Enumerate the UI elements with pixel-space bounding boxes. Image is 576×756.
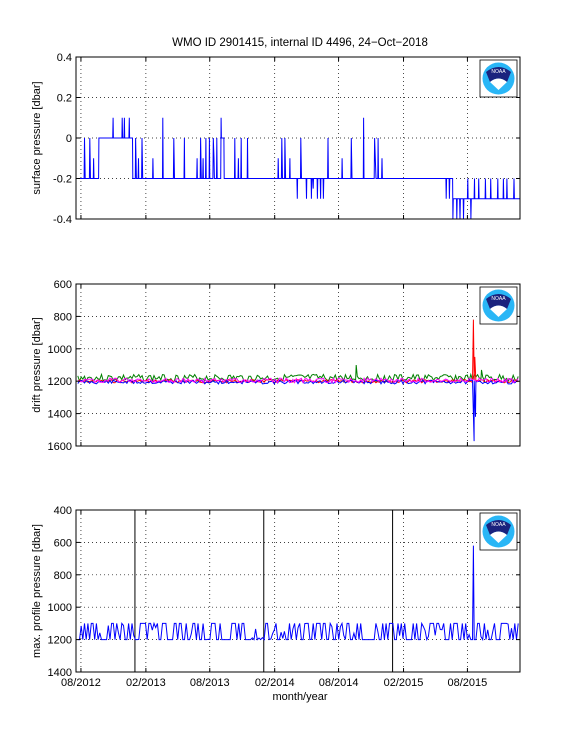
x-tick-label: 08/2012 <box>61 677 101 689</box>
y-tick-label: 600 <box>54 537 72 549</box>
plot-frame <box>75 56 521 220</box>
y-tick-label: 0.4 <box>57 52 72 64</box>
logo-bird <box>490 78 507 90</box>
y-tick-label: 1000 <box>48 344 72 356</box>
series-line-1 <box>77 364 519 384</box>
y-tick-label: 800 <box>54 311 72 323</box>
logo-top <box>486 67 511 82</box>
noaa-logo: NOAA <box>479 512 518 551</box>
panel-drift-pressure: 600 800 1000 1200 1400 1600 drift pressure [db… <box>31 279 521 453</box>
y-tick-label: 0.2 <box>57 93 72 105</box>
y-tick-label: 1400 <box>48 667 72 679</box>
y-tick-label: 1200 <box>48 376 72 388</box>
logo-text: NOAA <box>491 522 506 528</box>
logo-text: NOAA <box>491 69 506 75</box>
noaa-logo: NOAA <box>479 286 518 325</box>
series-line-4 <box>77 376 519 384</box>
figure-title: WMO ID 2901415, internal ID 4496, 24−Oct… <box>172 37 428 49</box>
y-tick-label: 800 <box>54 570 72 582</box>
panel-surface-pressure: -0.4 -0.2 0 0.2 0.4 surface pressure [dbar] NO… <box>31 52 521 226</box>
logo-text: NOAA <box>491 296 506 302</box>
y-tick-label: 400 <box>54 505 72 517</box>
x-tick-label: 02/2014 <box>255 677 295 689</box>
x-tick-label: 08/2015 <box>448 677 488 689</box>
x-tick-label: 08/2013 <box>190 677 230 689</box>
panel-max-profile-pressure: 08/2012 02/2013 08/2013 02/2014 08/2014 02/20… <box>31 505 521 689</box>
x-tick-label: 02/2013 <box>126 677 166 689</box>
series-line-1 <box>78 117 520 220</box>
x-tick-label: 08/2014 <box>319 677 359 689</box>
y-axis-label: max. profile pressure [dbar] <box>31 524 43 658</box>
y-tick-label: 0 <box>66 133 72 145</box>
y-tick-label: 1400 <box>48 409 72 421</box>
y-tick-label: -0.4 <box>53 214 72 226</box>
y-axis-label: drift pressure [dbar] <box>31 317 43 412</box>
plot-frame <box>75 509 521 673</box>
logo-bird <box>490 305 507 317</box>
series-line-3 <box>77 379 519 442</box>
y-tick-label: 1000 <box>48 602 72 614</box>
plot-frame <box>75 283 521 447</box>
x-tick-label: 02/2015 <box>384 677 424 689</box>
logo-bird <box>490 531 507 543</box>
series-line-2 <box>77 319 519 384</box>
y-tick-label: 1200 <box>48 635 72 647</box>
x-axis-label: month/year <box>272 691 327 703</box>
noaa-logo: NOAA <box>479 59 518 98</box>
y-axis-label: surface pressure [dbar] <box>31 81 43 194</box>
logo-top <box>486 294 511 309</box>
series-line-1 <box>77 545 519 642</box>
logo-top <box>486 520 511 535</box>
y-tick-label: 600 <box>54 279 72 291</box>
y-tick-label: -0.2 <box>53 174 72 186</box>
y-tick-label: 1600 <box>48 441 72 453</box>
